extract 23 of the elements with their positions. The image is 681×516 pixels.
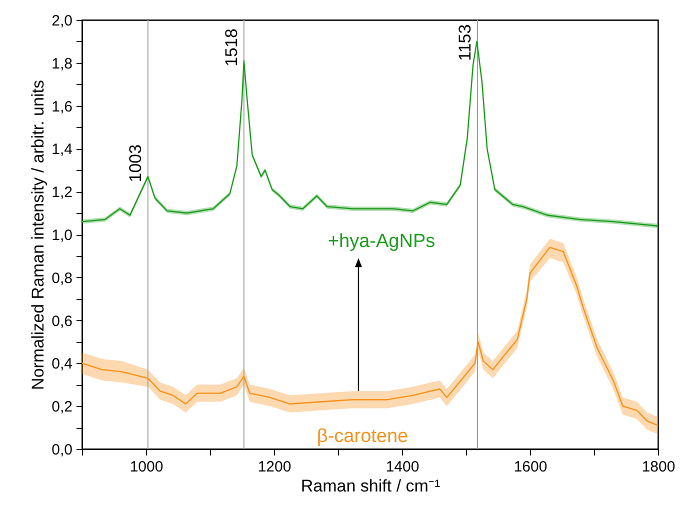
y-tick-label: 1,0 xyxy=(52,227,72,244)
y-tick-label: 0,0 xyxy=(52,442,72,458)
x-tick-label: 1400 xyxy=(386,458,420,476)
y-tick-label: 0,4 xyxy=(52,356,72,373)
y-tick-label: 1,2 xyxy=(52,184,72,202)
y-tick-label: 0,6 xyxy=(52,312,72,330)
annotation: 1153 xyxy=(456,24,475,61)
series-label: +hya-AgNPs xyxy=(328,230,436,252)
x-tick-label: 1000 xyxy=(130,458,164,476)
y-tick-label: 2,0 xyxy=(52,12,72,30)
x-axis-title: Raman shift / cm⁻¹ xyxy=(300,476,440,496)
series-label: β-carotene xyxy=(316,426,408,448)
y-tick-label: 1,8 xyxy=(52,55,72,72)
y-axis-title: Normalized Raman intensity / arbitr. units xyxy=(28,80,48,390)
y-tick-label: 1,4 xyxy=(52,141,72,158)
x-tick-label: 1800 xyxy=(642,458,676,476)
x-tick-label: 1200 xyxy=(258,458,292,476)
y-tick-label: 1,6 xyxy=(52,98,72,116)
annotation: 1518 xyxy=(222,28,241,66)
x-tick-label: 1600 xyxy=(514,458,548,476)
y-tick-label: 0,8 xyxy=(52,270,72,287)
y-tick-label: 0,2 xyxy=(52,398,72,416)
annotation: 1003 xyxy=(126,144,145,182)
